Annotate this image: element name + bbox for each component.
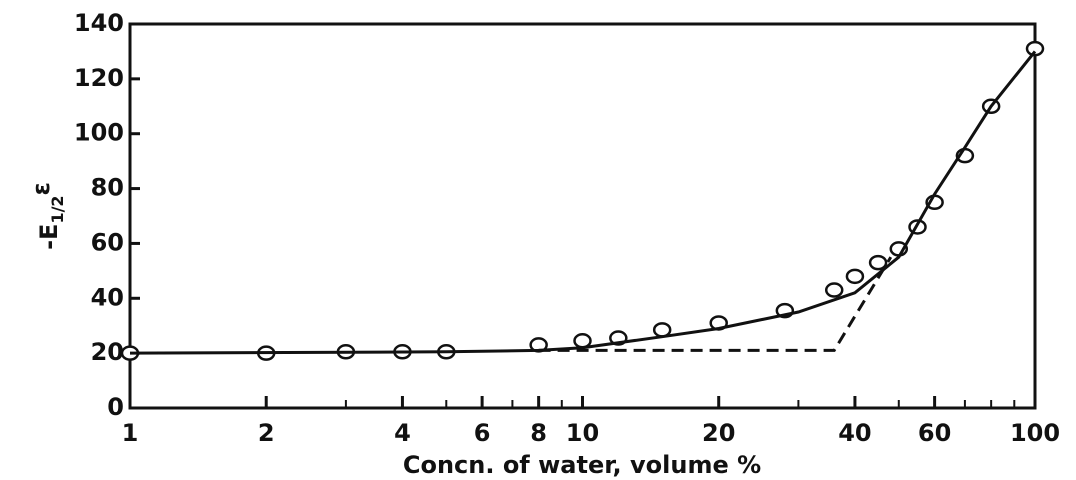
x-tick-label: 60 [918,419,951,447]
y-axis-label: -E1/2ε [27,182,67,250]
y-label-suffix: ε [27,182,55,195]
data-point [824,282,844,298]
x-tick-label: 4 [394,419,411,447]
x-tick-label: 40 [838,419,871,447]
dashed-line [538,256,893,352]
x-axis-label: Concn. of water, volume % [403,451,761,479]
data-point [868,254,888,271]
fit-curve [129,50,1037,355]
y-tick-label: 100 [74,119,124,147]
x-tick-label: 6 [474,419,491,447]
data-point [845,268,865,285]
y-tick-label: 80 [91,174,124,202]
y-tick-label: 120 [74,64,124,92]
x-tick-label: 20 [702,419,735,447]
y-tick-label: 0 [107,393,124,421]
x-tick-label: 10 [566,419,599,447]
y-tick-label: 60 [91,228,124,256]
y-tick-label: 140 [74,9,124,37]
x-tick-label: 1 [122,419,139,447]
x-tick-label: 8 [530,419,547,447]
y-tick-label: 20 [91,338,124,366]
x-tick-label: 100 [1010,419,1060,447]
y-tick-label: 40 [91,283,124,311]
data-point [573,333,592,349]
data-point [1025,40,1045,57]
x-tick-label: 2 [258,419,275,447]
y-label-main: -E [35,224,63,250]
y-label-sub: 1/2 [48,195,67,223]
